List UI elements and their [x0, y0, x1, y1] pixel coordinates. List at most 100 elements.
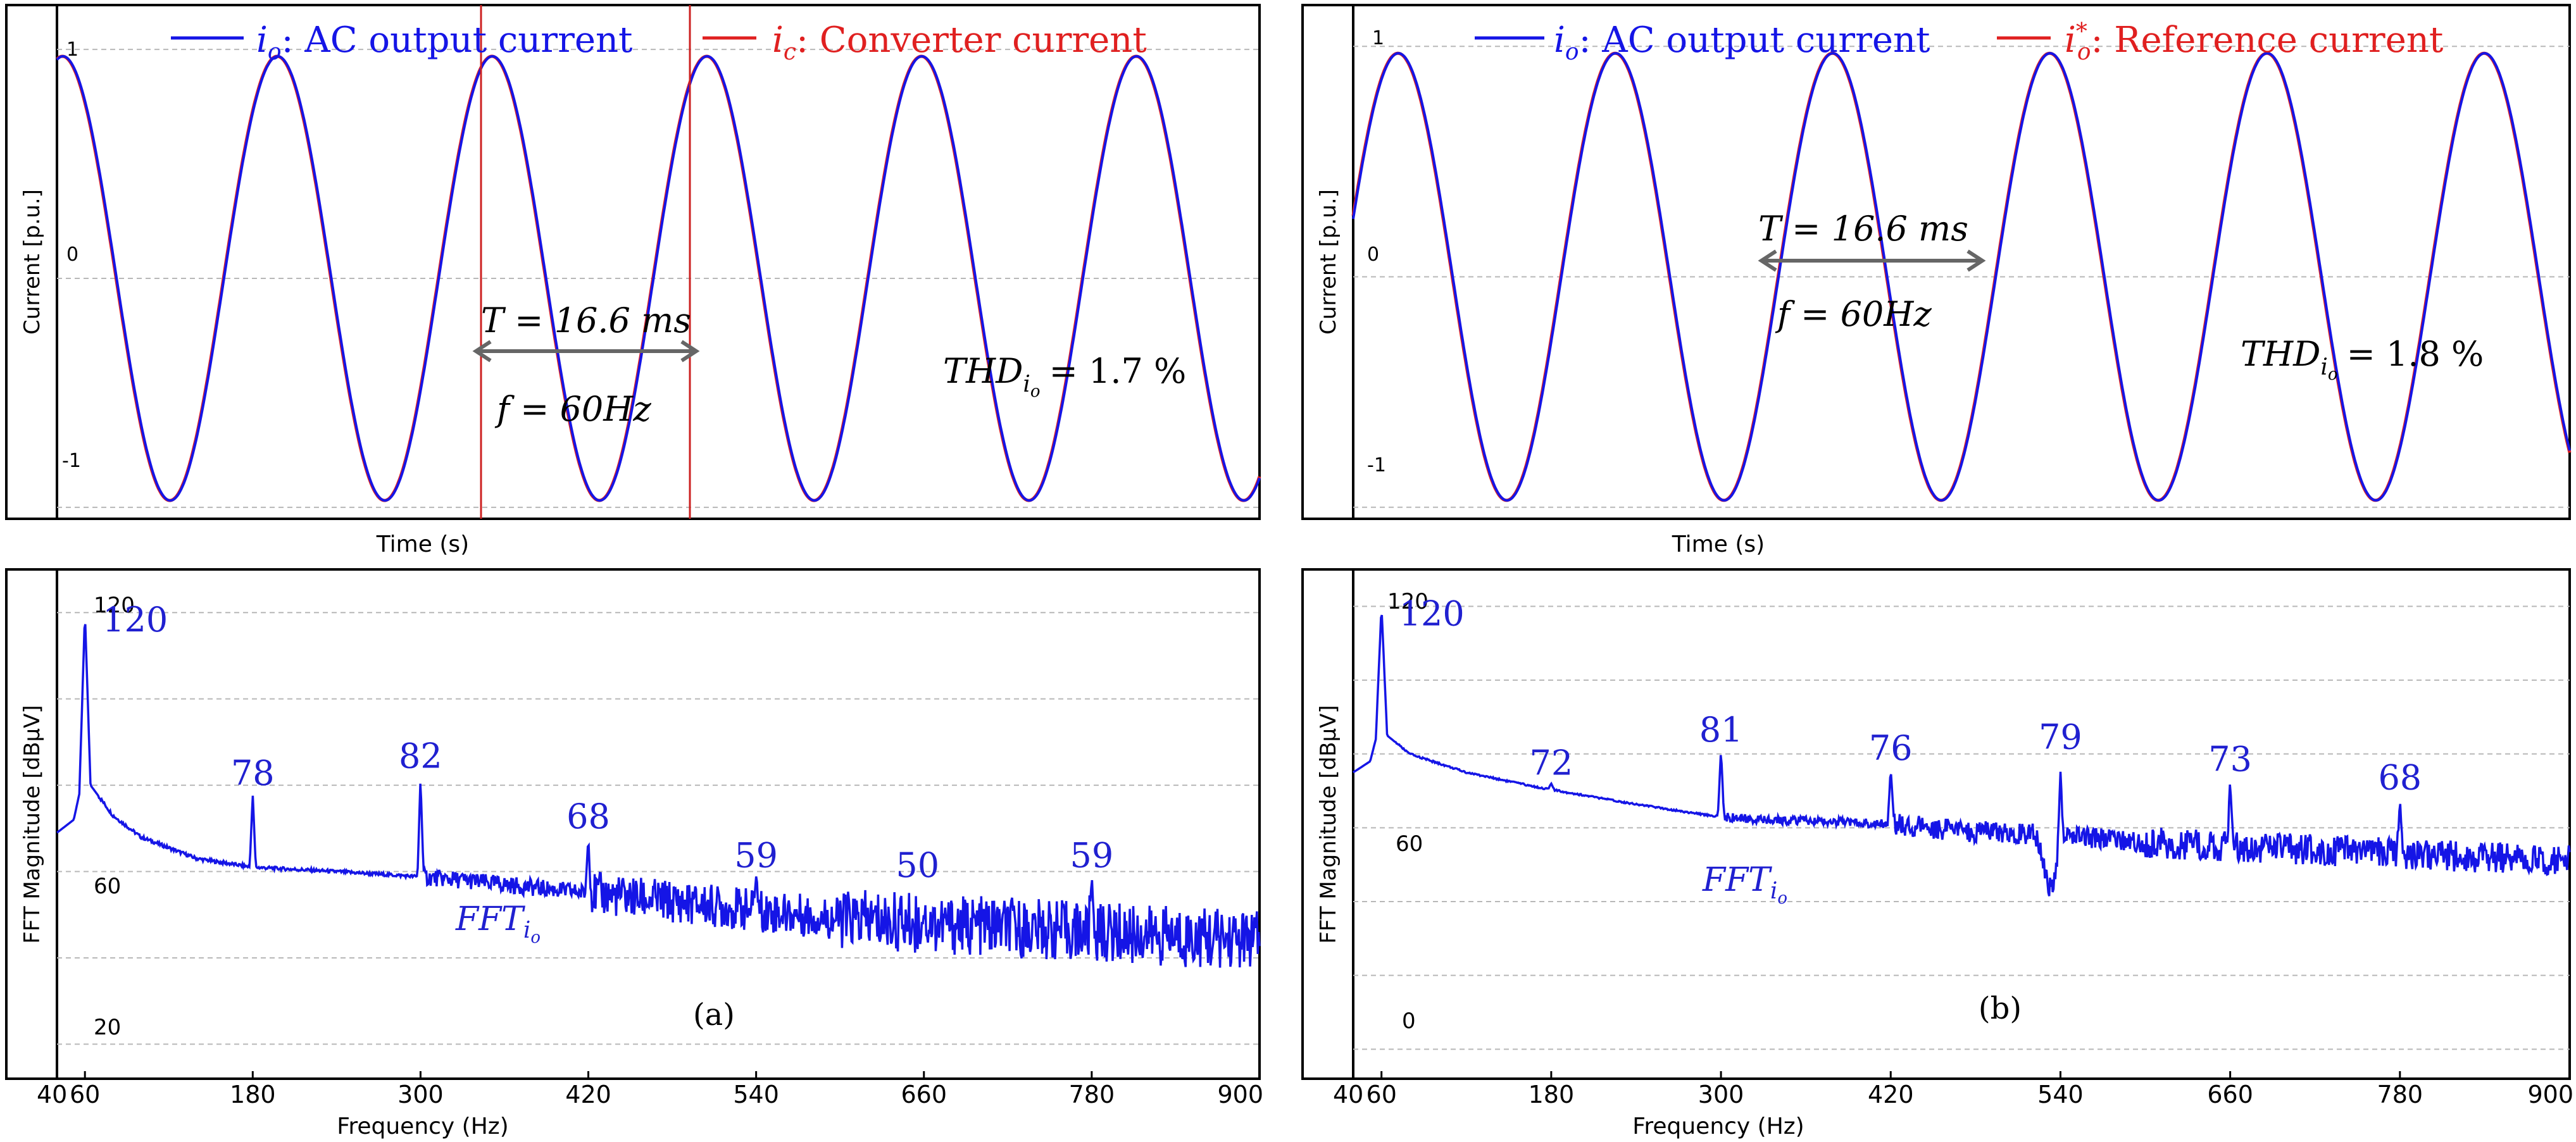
b-fft-series-line	[1353, 614, 2571, 897]
panel-b-legend-io: io: AC output current	[1554, 20, 1930, 65]
panel-a-fft-ytick-120: 120	[94, 593, 135, 618]
panel-a-legend-io: io: AC output current	[256, 20, 633, 65]
b-fft-peak-label-780: 68	[2378, 758, 2422, 798]
a-fft-xtick-label-540: 540	[733, 1081, 779, 1108]
panel-b-time-ytick-neg1: -1	[1367, 454, 1386, 476]
panel-a-thd: THDio = 1.7 %	[943, 351, 1186, 401]
panel-a-time-axis-strip	[5, 4, 58, 520]
panel-b-thd-value: = 1.8 %	[2347, 334, 2484, 374]
a-time-series-0	[56, 54, 1261, 502]
panel-b-time-ytick-1: 1	[1372, 27, 1384, 49]
panel-a-legend-ic: ic: Converter current	[772, 20, 1147, 65]
panel-a-thd-sub: i	[1023, 371, 1030, 397]
b-fft-xtick-label-60: 60	[1366, 1081, 1397, 1108]
panel-b-legend-io-sub: o	[1565, 39, 1579, 65]
b-fft-xtick-label-780: 780	[2377, 1081, 2423, 1108]
panel-a-fft-trace-label-sub: i	[523, 917, 531, 943]
panel-b-thd-subsub: o	[2328, 365, 2338, 384]
panel-b-time-ytick-0: 0	[1367, 244, 1379, 266]
panel-b-time-ylabel: Current [p.u.]	[1316, 189, 1341, 335]
a-fft-peak-label-660: 50	[896, 845, 939, 885]
panel-a-fft-ytick-20: 20	[94, 1015, 121, 1040]
panel-a-legend-io-sym: i	[256, 20, 268, 61]
panel-b-thd-sub: i	[2320, 354, 2328, 380]
panel-b-legend: io: AC output current i* o: Reference cur…	[1475, 19, 2444, 65]
panel-a-time-grid	[57, 49, 1260, 508]
panel-b-freq-text: f = 60Hz	[1775, 294, 1932, 334]
panel-b-fft-plot: 120 60 0 FFT Magnitude [dBμV] Frequency …	[1301, 568, 2573, 1139]
panel-a-thd-label: THD	[943, 351, 1023, 391]
a-fft-peak-label-300: 82	[399, 736, 442, 776]
panel-a-fft-xticks: 40 60 180 300 420 540 660 780 900	[37, 1071, 1263, 1108]
a-fft-xtick-label-60: 60	[70, 1081, 100, 1108]
panel-a-fft-trace-label-main: FFT	[455, 900, 525, 938]
a-fft-xtick-label-780: 780	[1069, 1081, 1115, 1108]
panel-a-legend-ic-text: : Converter current	[796, 20, 1147, 61]
panel-b-time-xlabel: Time (s)	[1672, 531, 1765, 557]
panel-a-fft-grid	[57, 612, 1260, 1045]
panel-a-fft-plot-area	[56, 568, 1261, 1080]
a-fft-xtick-label-300: 300	[397, 1081, 444, 1108]
panel-a-fft-trace-label-subsub: o	[530, 928, 541, 947]
a-fft-peak-label-180: 78	[231, 754, 275, 793]
panel-a-fft-plot: 120 60 20 FFT Magnitude [dBμV] Frequency…	[5, 568, 1263, 1139]
panel-b: 1 0 -1 Current [p.u.] Time (s) T = 16.6 …	[1301, 4, 2573, 1139]
panel-b-time-traces	[1351, 51, 2572, 502]
panel-b-fft-axis-strip	[1301, 568, 1354, 1080]
panel-b-period-text: T = 16.6 ms	[1758, 209, 1968, 249]
b-fft-xtick-label-180: 180	[1529, 1081, 1575, 1108]
panel-a-fft-ytick-60: 60	[94, 874, 121, 899]
panel-b-fft-ytick-120: 120	[1387, 589, 1429, 614]
panel-b-legend-ref-text: : Reference current	[2091, 20, 2444, 61]
panel-b-fft-grid	[1353, 605, 2570, 1050]
panel-a-time-ytick-1: 1	[66, 39, 78, 61]
a-fft-series-line	[56, 624, 1261, 968]
panel-b-time-axis-strip	[1301, 4, 1354, 520]
panel-a-time-plot: 1 0 -1 Current [p.u.] Time (s) T = 16.6 …	[5, 4, 1261, 557]
panel-b-legend-io-text: : AC output current	[1579, 20, 1930, 61]
panel-a-freq-text: f = 60Hz	[494, 389, 651, 429]
panel-b-time-grid	[1353, 46, 2570, 508]
b-fft-peak-label-60: 120	[1399, 593, 1465, 633]
panel-b-fft-trace-label-subsub: o	[1777, 889, 1787, 908]
panel-a-fft-trace-label: FFTio	[455, 900, 541, 947]
b-fft-peak-label-420: 76	[1869, 728, 1913, 768]
a-fft-xtick-label-180: 180	[230, 1081, 276, 1108]
panel-b-fft-trace	[1353, 614, 2571, 897]
panel-b-label: (b)	[1979, 991, 2022, 1026]
a-fft-peak-label-420: 68	[566, 797, 610, 836]
a-fft-xtick-label-420: 420	[565, 1081, 611, 1108]
panel-b-period-arrow	[1758, 249, 1986, 272]
panel-b-fft-trace-label-sub: i	[1770, 878, 1778, 904]
panel-b-fft-ytick-60: 60	[1396, 831, 1423, 857]
a-fft-peak-label-780: 59	[1070, 835, 1114, 875]
panel-a-time-ytick-0: 0	[66, 244, 78, 266]
panel-a-thd-subsub: o	[1030, 382, 1041, 401]
panel-b-fft-trace-label-main: FFT	[1702, 861, 1772, 899]
panel-a-period-text: T = 16.6 ms	[481, 301, 691, 340]
b-fft-xtick-label-420: 420	[1868, 1081, 1914, 1108]
panel-a-time-traces	[56, 54, 1261, 502]
a-fft-xtick-label-660: 660	[901, 1081, 947, 1108]
panel-a-time-ylabel: Current [p.u.]	[20, 189, 45, 335]
b-fft-xtick-label-300: 300	[1698, 1081, 1744, 1108]
panel-a-legend-ic-sym: i	[772, 20, 784, 61]
panel-a-time-ytick-neg1: -1	[62, 450, 81, 472]
panel-a-thd-value: = 1.7 %	[1049, 351, 1187, 391]
panel-a-time-xlabel: Time (s)	[376, 531, 469, 557]
panel-a-legend-io-sub: o	[268, 39, 282, 65]
a-fft-xtick-label-40: 40	[37, 1081, 67, 1108]
b-fft-xtick-label-40: 40	[1333, 1081, 1363, 1108]
panel-b-fft-xticks: 40 60 180 300 420 540 660 780 900	[1333, 1071, 2573, 1108]
panel-b-fft-peak-labels: 120 72 81 76 79 73 68	[1399, 593, 2422, 797]
panel-a-legend-ic-sub: c	[784, 39, 796, 65]
panel-b-fft-xlabel: Frequency (Hz)	[1632, 1114, 1804, 1139]
panel-b-fft-ylabel: FFT Magnitude [dBμV]	[1316, 705, 1341, 943]
b-fft-peak-label-180: 72	[1530, 743, 1573, 783]
panel-a-fft-ylabel: FFT Magnitude [dBμV]	[20, 705, 45, 943]
panel-a-fft-peak-labels: 120 78 82 68 59 50 59	[103, 600, 1113, 885]
b-fft-xtick-label-660: 660	[2207, 1081, 2253, 1108]
a-fft-xtick-label-900: 900	[1217, 1081, 1263, 1108]
b-fft-peak-label-540: 79	[2039, 717, 2082, 757]
